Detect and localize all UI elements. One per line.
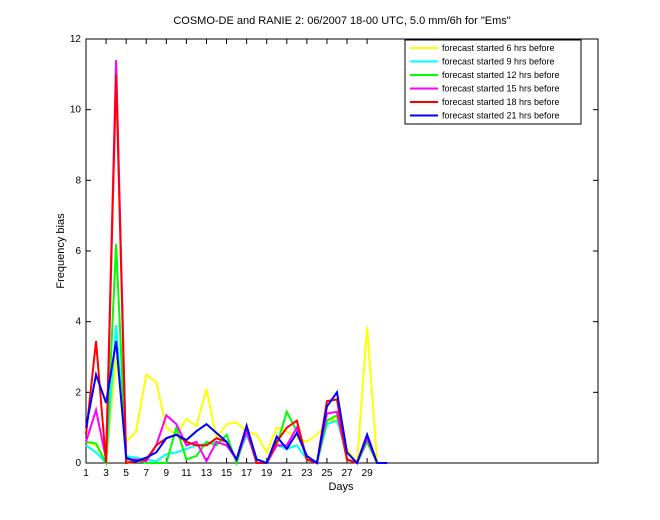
x-tick-label: 5 [123, 468, 129, 479]
y-tick-label: 0 [75, 458, 81, 469]
x-axis-label: Days [328, 481, 354, 493]
y-tick-label: 10 [70, 105, 82, 116]
x-tick-label: 23 [301, 468, 313, 479]
x-tick-label: 25 [321, 468, 333, 479]
y-tick-label: 8 [75, 175, 81, 186]
y-tick-label: 6 [75, 246, 81, 257]
x-tick-label: 15 [221, 468, 233, 479]
legend-label: forecast started 12 hrs before [442, 70, 560, 80]
legend-label: forecast started 6 hrs before [442, 43, 555, 53]
legend-label: forecast started 21 hrs before [442, 111, 560, 121]
x-tick-label: 27 [341, 468, 353, 479]
chart-title: COSMO-DE and RANIE 2: 06/2007 18-00 UTC,… [173, 15, 510, 27]
x-tick-label: 7 [143, 468, 149, 479]
x-tick-label: 13 [201, 468, 213, 479]
x-tick-label: 21 [281, 468, 293, 479]
x-tick-label: 17 [241, 468, 253, 479]
x-tick-label: 11 [181, 468, 192, 479]
y-tick-label: 12 [70, 34, 82, 45]
legend-label: forecast started 15 hrs before [442, 84, 560, 94]
x-tick-label: 3 [103, 468, 109, 479]
x-tick-label: 19 [261, 468, 273, 479]
x-tick-label: 29 [362, 468, 374, 479]
y-tick-label: 4 [75, 317, 81, 328]
legend-box [404, 39, 582, 125]
series-line [85, 340, 388, 465]
legend-label: forecast started 9 hrs before [442, 57, 555, 67]
y-axis-label: Frequency bias [55, 213, 67, 289]
y-tick-label: 2 [75, 387, 81, 398]
x-tick-label: 9 [164, 468, 170, 479]
legend-label: forecast started 18 hrs before [442, 97, 560, 107]
x-tick-label: 1 [83, 468, 89, 479]
